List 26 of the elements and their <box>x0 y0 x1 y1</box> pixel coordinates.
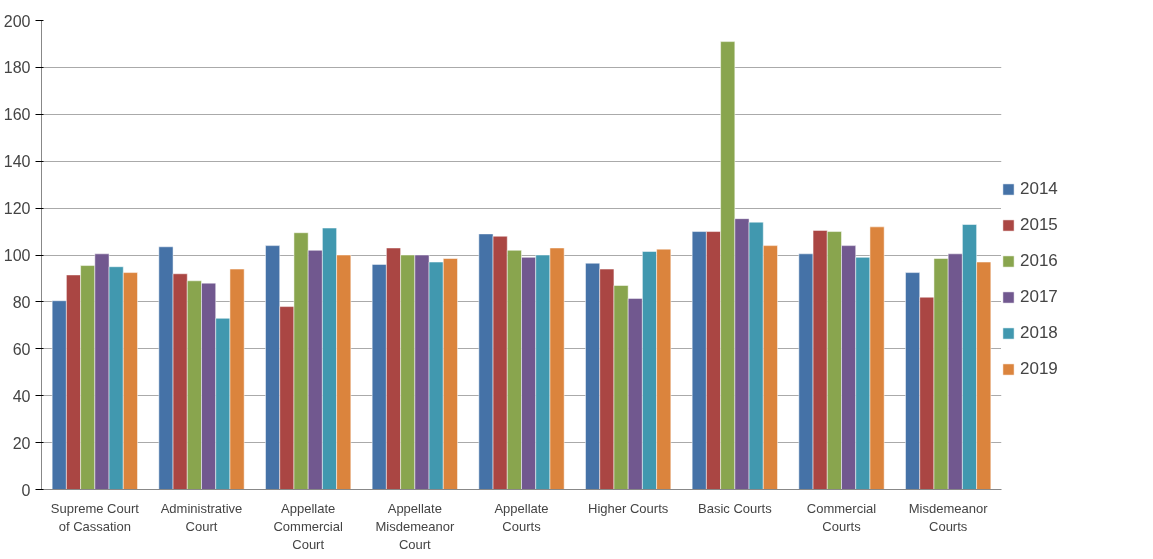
y-tick-label: 60 <box>12 340 31 358</box>
legend-label: 2015 <box>1020 215 1058 235</box>
y-tick-label: 180 <box>3 59 31 77</box>
y-tick-label: 0 <box>21 481 31 499</box>
x-tick-label: Administrative Court <box>160 500 243 534</box>
x-tick-label: Appellate Courts <box>494 500 549 534</box>
legend-label: 2014 <box>1020 179 1058 199</box>
y-tick-label: 200 <box>3 12 31 30</box>
legend-label: 2017 <box>1020 287 1058 307</box>
y-tick-label: 140 <box>3 153 31 171</box>
y-tick-label: 40 <box>12 387 31 405</box>
legend-label: 2019 <box>1020 359 1058 379</box>
x-tick-label: Misdemeanor Courts <box>908 500 989 534</box>
y-tick-label: 160 <box>3 106 31 124</box>
legend-label: 2018 <box>1020 323 1058 343</box>
y-tick-label: 100 <box>3 247 31 264</box>
x-tick-label: Basic Courts <box>697 500 773 516</box>
x-tick-label: Higher Courts <box>588 500 669 516</box>
x-tick-label: Supreme Court of Cassation <box>50 500 140 534</box>
y-tick-label: 20 <box>12 434 31 452</box>
y-tick-label: 120 <box>3 200 31 218</box>
y-tick-label: 80 <box>12 293 31 311</box>
x-tick-label: Commercial Courts <box>806 500 877 534</box>
x-tick-label: Appellate Commercial Court <box>273 500 343 552</box>
legend-label: 2016 <box>1020 251 1058 271</box>
x-tick-label: Appellate Misdemeanor Court <box>375 500 455 552</box>
